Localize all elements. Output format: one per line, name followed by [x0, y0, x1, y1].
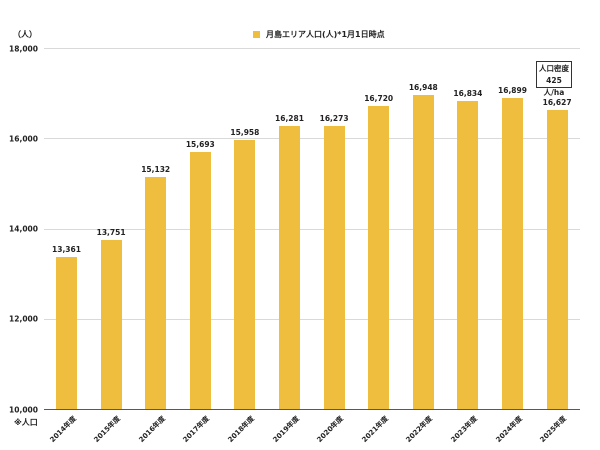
density-value: 425人/ha [543, 76, 565, 97]
x-tick-label: 2014年度 [48, 414, 78, 445]
legend-label: 月島エリア人口(人)*1月1日時点 [266, 30, 385, 39]
y-tick-label: 14,000 [9, 224, 38, 234]
x-tick-label: 2018年度 [226, 414, 256, 445]
bar [546, 109, 568, 409]
legend: 月島エリア人口(人)*1月1日時点 [253, 29, 385, 40]
bar-value-label: 16,834 [453, 88, 483, 98]
x-tick-label: 2024年度 [494, 414, 524, 445]
x-tick-label: 2016年度 [137, 414, 167, 445]
x-tick-label: 2017年度 [181, 414, 212, 445]
bar-value-label: 16,273 [319, 113, 349, 123]
y-tick-label: 16,000 [9, 134, 38, 144]
x-axis-line [44, 409, 580, 410]
density-title: 人口密度 [539, 64, 569, 73]
gridline [44, 229, 580, 230]
x-tick-label: 2019年度 [271, 414, 301, 445]
bar [279, 125, 300, 409]
bar [100, 239, 122, 409]
bar-value-label: 13,361 [52, 245, 81, 255]
bar [234, 140, 256, 409]
bar [368, 105, 390, 409]
bar [457, 100, 479, 409]
bar-value-label: 16,281 [275, 113, 304, 123]
x-tick-label: 2021年度 [360, 414, 390, 445]
legend-swatch [253, 31, 260, 38]
x-tick-label: 2020年度 [315, 414, 345, 445]
density-annotation: 人口密度 425人/ha [536, 61, 572, 97]
bar [189, 152, 211, 409]
y-tick-label: 12,000 [9, 314, 38, 324]
gridline [44, 319, 580, 320]
bar-value-label: 15,958 [230, 128, 260, 138]
y-axis-unit: （人） [13, 30, 37, 39]
footnote: ※人口 [14, 418, 38, 427]
gridline [44, 138, 580, 139]
x-tick-label: 2025年度 [538, 414, 568, 445]
bar [56, 257, 77, 409]
x-tick-label: 2015年度 [92, 414, 122, 445]
bar-value-label: 13,751 [96, 227, 126, 237]
bar-value-label: 15,132 [141, 165, 171, 175]
bar-value-label: 16,948 [408, 83, 438, 93]
bar [502, 97, 523, 409]
bar-value-label: 16,720 [364, 93, 394, 103]
bar [145, 177, 167, 409]
y-tick-label: 10,000 [9, 405, 38, 414]
bar-value-label: 16,627 [542, 97, 572, 107]
x-tick-label: 2022年度 [404, 414, 435, 445]
x-tick-label: 2023年度 [449, 414, 479, 445]
bar-value-label: 16,899 [498, 85, 527, 95]
bar [323, 125, 345, 409]
bar-value-label: 15,693 [185, 140, 215, 150]
gridline [44, 48, 580, 49]
y-tick-label: 18,000 [9, 44, 38, 53]
bar [412, 95, 434, 409]
